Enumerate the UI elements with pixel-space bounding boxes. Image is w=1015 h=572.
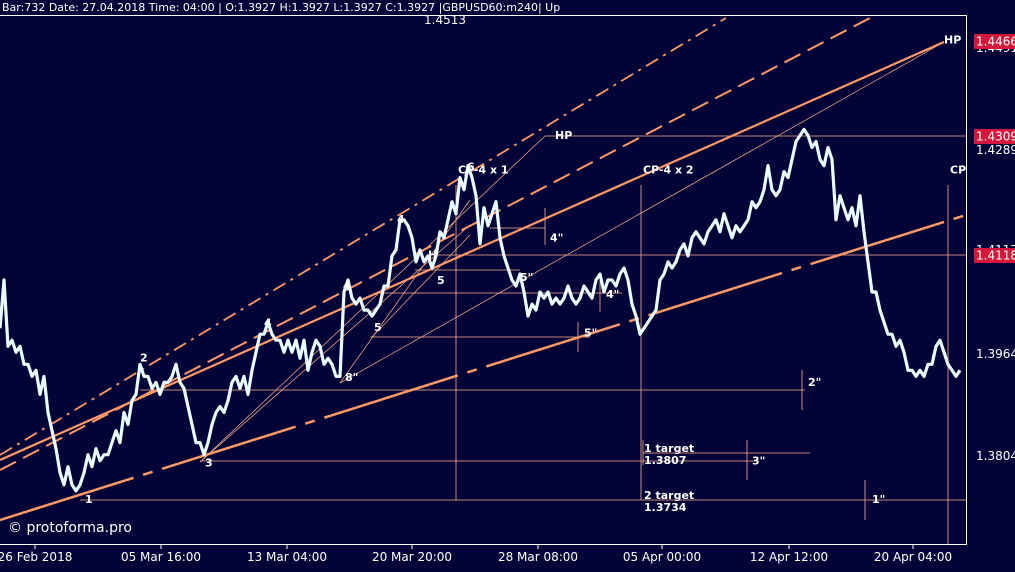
wave-label: H bbox=[428, 248, 437, 261]
fan-line-3 bbox=[199, 224, 471, 463]
wave-label: 5 bbox=[374, 321, 382, 334]
target2-label: 2 target bbox=[644, 489, 694, 502]
price-marker-label: 1.4466 bbox=[976, 35, 1015, 49]
fan-line-5 bbox=[371, 234, 471, 338]
price-marker-label: 1.4309 bbox=[976, 130, 1015, 144]
x-label: 13 Mar 04:00 bbox=[247, 550, 327, 564]
target1-value: 1.3807 bbox=[644, 454, 686, 467]
price-marker-bg bbox=[974, 248, 1015, 263]
chart-info-header: Bar:732 Date: 27.04.2018 Time: 04:00 | O… bbox=[2, 1, 560, 14]
target2-value: 1.3734 bbox=[644, 501, 687, 514]
wave-label: 3 bbox=[205, 457, 213, 470]
x-label: 26 Feb 2018 bbox=[0, 550, 72, 564]
wave-label: CP-4 x 1 bbox=[458, 163, 509, 176]
price-marker-bg bbox=[974, 129, 1015, 144]
y-tick-label: 1.3804 bbox=[976, 449, 1015, 463]
wave-label: 4" bbox=[606, 288, 619, 301]
fan-line-1 bbox=[199, 135, 546, 463]
wave-label: 4 bbox=[397, 213, 405, 226]
wave-label: 2" bbox=[808, 376, 821, 389]
x-label: 20 Apr 04:00 bbox=[874, 550, 952, 564]
x-label: 20 Mar 20:00 bbox=[372, 550, 452, 564]
y-tick-label-partial: 1.4513 bbox=[424, 13, 466, 27]
wave-label: 1 bbox=[85, 493, 93, 506]
wave-label: HP bbox=[555, 129, 572, 142]
y-tick-label: 1.4289 bbox=[976, 143, 1015, 157]
target-annotations: 1 target 1.3807 2 target 1.3734 bbox=[644, 442, 694, 514]
wave-label: 5" bbox=[520, 271, 533, 284]
wave-label: 2 bbox=[140, 351, 148, 364]
plot-frame bbox=[0, 15, 967, 545]
x-label: 05 Mar 16:00 bbox=[121, 550, 201, 564]
fan-lines bbox=[199, 41, 945, 463]
wave-label: 4 bbox=[343, 280, 351, 293]
fan-line-4 bbox=[339, 199, 471, 384]
price-marker-bg bbox=[974, 34, 1015, 49]
target1-label: 1 target bbox=[644, 442, 694, 455]
wave-label: 6 bbox=[467, 160, 475, 173]
wave-label: 5" bbox=[584, 327, 597, 340]
y-tick-label: 1.3964 bbox=[976, 347, 1015, 361]
price-marker-label: 1.4118 bbox=[976, 249, 1015, 263]
x-ticks bbox=[34, 545, 914, 549]
wave-label: 5 bbox=[437, 274, 445, 287]
wave-label: HP bbox=[944, 33, 961, 46]
trendline-upper-dashed bbox=[0, 17, 871, 471]
wave-label: 4 bbox=[264, 316, 272, 329]
x-axis-labels: 26 Feb 2018 05 Mar 16:00 13 Mar 04:00 20… bbox=[0, 550, 952, 564]
wave-label: 3" bbox=[752, 454, 765, 467]
wave-label: 1" bbox=[872, 493, 885, 506]
trendline-dashdot bbox=[0, 17, 727, 456]
wave-label: CP bbox=[950, 163, 966, 176]
price-series-line bbox=[0, 127, 962, 493]
x-label: 12 Apr 12:00 bbox=[750, 550, 828, 564]
wave-label: 8" bbox=[345, 371, 358, 384]
x-label: 05 Apr 00:00 bbox=[623, 550, 701, 564]
wave-label: 4" bbox=[550, 232, 563, 245]
price-markers: 1.4466 1.4309 1.4118 bbox=[974, 34, 1015, 263]
wave-label: CP-4 x 2 bbox=[643, 163, 694, 176]
x-label: 28 Mar 08:00 bbox=[498, 550, 578, 564]
watermark: © protoforma.pro bbox=[8, 520, 132, 536]
fan-line-2 bbox=[339, 41, 945, 384]
